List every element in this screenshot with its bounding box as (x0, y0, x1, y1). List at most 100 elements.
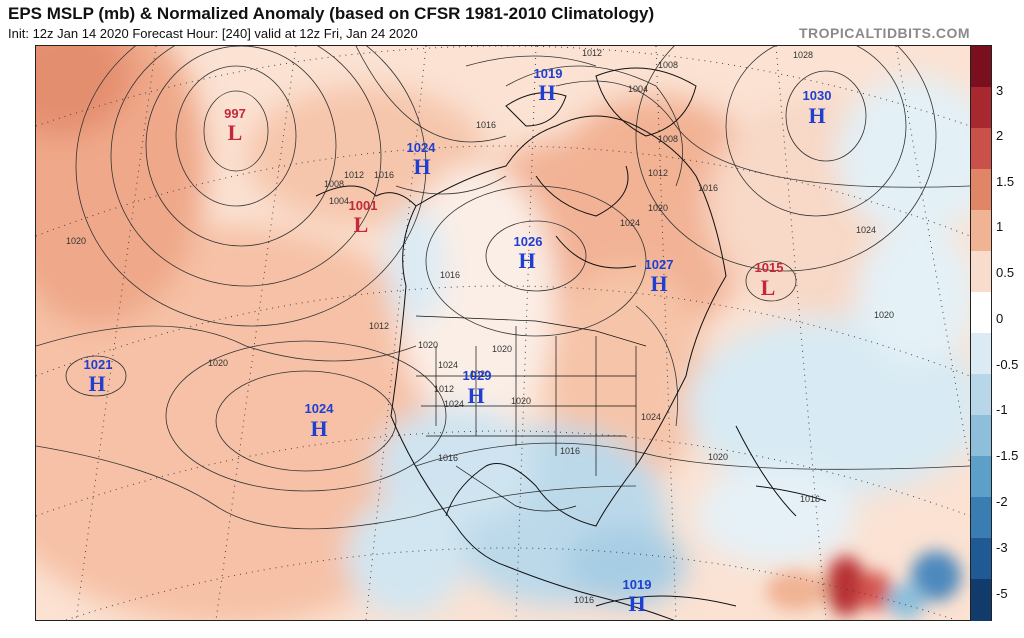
contour-label: 1020 (208, 358, 228, 368)
colorbar-segment (971, 251, 991, 293)
high-letter: H (88, 371, 105, 396)
contour-label: 1016 (698, 183, 718, 193)
colorbar-tick: -5 (996, 586, 1008, 601)
colorbar-tick: -2 (996, 494, 1008, 509)
contour-label: 1016 (374, 170, 394, 180)
high-value: 1019 (623, 577, 652, 592)
map-canvas: 1020 1012 1008 1004 1016 1020 1012 1016 … (36, 46, 970, 620)
colorbar-segment (971, 579, 991, 621)
colorbar-segment (971, 456, 991, 498)
contour-label: 1016 (574, 595, 594, 605)
colorbar-segment (971, 538, 991, 580)
high-letter: H (467, 383, 484, 408)
chart-title: EPS MSLP (mb) & Normalized Anomaly (base… (8, 4, 655, 23)
anomaly-shading (36, 46, 970, 620)
borders (415, 315, 647, 512)
contour-label: 1020 (66, 236, 86, 246)
contour-label: 1012 (369, 321, 389, 331)
colorbar-segment (971, 415, 991, 457)
high-value: 1030 (803, 88, 832, 103)
low-value: 1015 (755, 260, 784, 275)
coastlines (315, 67, 827, 620)
contour-label: 1012 (434, 384, 454, 394)
anomaly-map: 1020 1012 1008 1004 1016 1020 1012 1016 … (35, 45, 971, 621)
colorbar-tick: 0 (996, 311, 1004, 326)
high-letter: H (538, 80, 555, 105)
contour-label: 1024 (444, 399, 464, 409)
contour-label: 1020 (492, 344, 512, 354)
colorbar-segment (971, 333, 991, 375)
contour-label: 1024 (438, 360, 458, 370)
colorbar-tick: 1 (996, 219, 1004, 234)
contour-label: 1020 (511, 396, 531, 406)
contour-labels: 1020 1012 1008 1004 1016 1020 1012 1016 … (66, 48, 894, 605)
contour-label: 1016 (560, 446, 580, 456)
contour-label: 1008 (324, 179, 344, 189)
high-marker: 1030 H (803, 88, 832, 128)
site-credit: TROPICALTIDBITS.COM (798, 25, 970, 41)
contour-label: 1004 (628, 84, 648, 94)
colorbar-segment (971, 169, 991, 211)
high-value: 1021 (84, 357, 113, 372)
high-marker: 1026 H (514, 234, 543, 273)
colorbar-tick: -1 (996, 402, 1008, 417)
colorbar-segment (971, 210, 991, 252)
contour-label: 1028 (793, 50, 813, 60)
colorbar-tick: 1.5 (996, 174, 1015, 189)
high-value: 1026 (514, 234, 543, 249)
colorbar-tick: 0.5 (996, 265, 1015, 280)
colorbar-tick: -0.5 (996, 357, 1019, 372)
high-letter: H (650, 271, 667, 296)
contour-label: 1012 (648, 168, 668, 178)
contour-label: 1008 (658, 134, 678, 144)
low-letter: L (761, 275, 776, 300)
high-marker: 1024 H (407, 140, 437, 179)
contour-label: 1016 (438, 453, 458, 463)
high-value: 1024 (407, 140, 437, 155)
anomaly-colorbar (970, 45, 992, 621)
contour-label: 1012 (582, 48, 602, 58)
contour-label: 1020 (874, 310, 894, 320)
contour-label: 1004 (329, 196, 349, 206)
contour-label: 1016 (440, 270, 460, 280)
colorbar-segment (971, 374, 991, 416)
high-letter: H (808, 103, 825, 128)
high-letter: H (518, 248, 535, 273)
high-value: 1019 (534, 66, 563, 81)
low-marker: 1001 L (349, 198, 378, 237)
high-marker: 1021 H (84, 357, 113, 396)
high-marker: 1027 H (645, 257, 674, 296)
colorbar-tick: -1.5 (996, 448, 1019, 463)
pressure-systems: 997 L 1001 L 1024 H 1019 H 1030 H 1026 H… (84, 66, 832, 616)
contour-label: 1020 (470, 369, 490, 379)
contour-label: 1020 (708, 452, 728, 462)
high-value: 1027 (645, 257, 674, 272)
contour-label: 1024 (620, 218, 640, 228)
high-marker: 1019 H (623, 577, 652, 616)
high-marker: 1029 H (463, 368, 492, 408)
contour-label: 1020 (648, 203, 668, 213)
lat-lon-grid (36, 46, 970, 620)
colorbar-tick: 2 (996, 128, 1004, 143)
high-letter: H (310, 416, 327, 441)
low-marker: 1015 L (755, 260, 784, 300)
colorbar-tick: -3 (996, 540, 1008, 555)
colorbar-tick: 3 (996, 83, 1004, 98)
contour-label: 1016 (476, 120, 496, 130)
colorbar-segment (971, 87, 991, 129)
colorbar-segment (971, 128, 991, 170)
low-value: 997 (224, 106, 246, 121)
contour-label: 1008 (658, 60, 678, 70)
low-value: 1001 (349, 198, 378, 213)
contour-label: 1020 (418, 340, 438, 350)
chart-subtitle: Init: 12z Jan 14 2020 Forecast Hour: [24… (8, 26, 418, 41)
colorbar-segment (971, 46, 991, 88)
contour-label: 1012 (344, 170, 364, 180)
colorbar-segment (971, 497, 991, 539)
high-marker: 1019 H (534, 66, 563, 105)
high-value: 1029 (463, 368, 492, 383)
low-letter: L (354, 212, 369, 237)
isobars (36, 46, 970, 530)
low-marker: 997 L (224, 106, 246, 145)
contour-label: 1024 (641, 412, 661, 422)
